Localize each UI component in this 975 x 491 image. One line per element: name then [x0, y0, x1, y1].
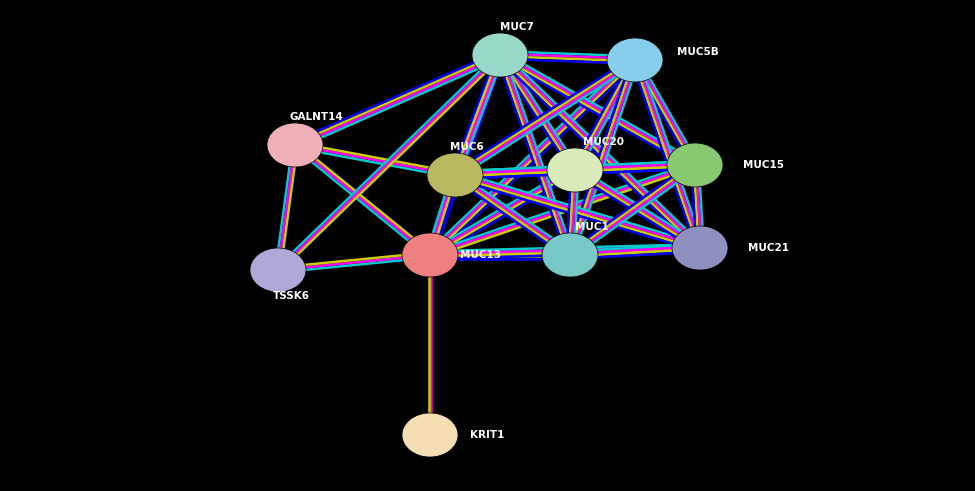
Text: MUC13: MUC13: [460, 250, 501, 260]
Ellipse shape: [472, 33, 528, 77]
Text: MUC15: MUC15: [743, 160, 784, 170]
Text: MUC7: MUC7: [500, 22, 534, 32]
Text: MUC20: MUC20: [583, 137, 624, 147]
Text: MUC5B: MUC5B: [677, 47, 719, 57]
Text: MUC21: MUC21: [748, 243, 789, 253]
Ellipse shape: [607, 38, 663, 82]
Ellipse shape: [547, 148, 603, 192]
Text: MUC1: MUC1: [575, 222, 608, 232]
Ellipse shape: [402, 413, 458, 457]
Ellipse shape: [427, 153, 483, 197]
Ellipse shape: [267, 123, 323, 167]
Ellipse shape: [402, 233, 458, 277]
Text: MUC6: MUC6: [450, 142, 484, 152]
Ellipse shape: [250, 248, 306, 292]
Text: GALNT14: GALNT14: [290, 112, 344, 122]
Ellipse shape: [667, 143, 723, 187]
Text: KRIT1: KRIT1: [470, 430, 504, 440]
Ellipse shape: [672, 226, 728, 270]
Text: TSSK6: TSSK6: [273, 291, 310, 301]
Ellipse shape: [542, 233, 598, 277]
